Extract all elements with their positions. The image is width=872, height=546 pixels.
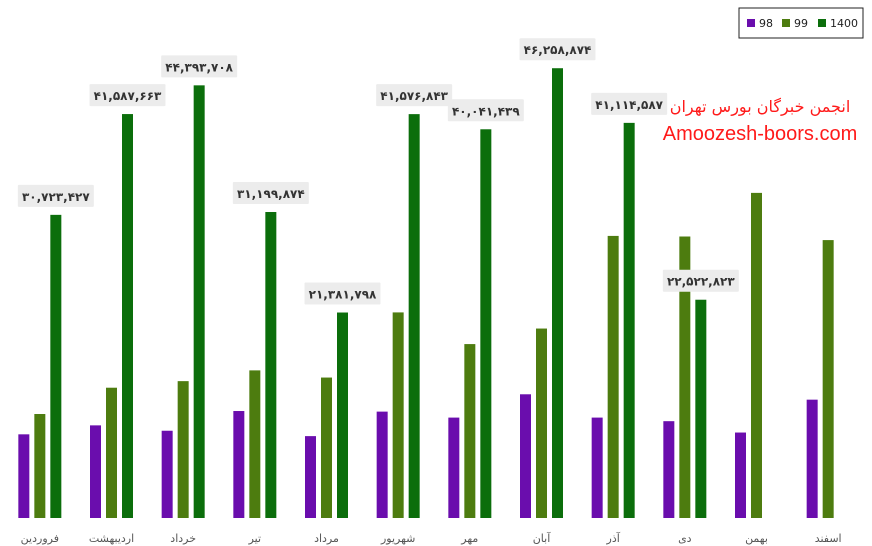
legend-box	[738, 7, 864, 39]
bar-98-11	[735, 432, 746, 518]
legend-swatch	[782, 19, 790, 27]
bar-98-4	[233, 411, 245, 518]
data-label: ۳۰,۷۲۳,۴۲۷	[22, 190, 90, 204]
bar-99-5	[321, 377, 332, 518]
bar-99-12	[822, 240, 834, 518]
data-labels-layer: ۳۰,۷۲۳,۴۲۷ ۴۱,۵۸۷,۶۶۳ ۴۴,۳۹۳,۷۰۸ ۳۱,۱۹۹,۸۷۴…	[17, 38, 739, 305]
data-label-bg	[376, 84, 453, 107]
legend-swatch	[747, 19, 755, 27]
x-tick-label: اردیبهشت	[89, 532, 134, 545]
x-tick-label: آبان	[533, 531, 551, 545]
data-label-bg	[591, 92, 668, 115]
bar-98-9	[591, 417, 603, 518]
data-label-bg	[519, 38, 596, 61]
bar-1400-9	[623, 122, 635, 519]
bar-98-5	[305, 436, 316, 518]
bar-99-8	[536, 328, 547, 518]
bar-1400-1	[50, 214, 62, 518]
x-tick-label: تیر	[248, 532, 261, 545]
data-label-bg	[161, 55, 238, 78]
legend-label: 98	[759, 17, 773, 30]
data-label-bg	[17, 184, 94, 207]
data-label-bg	[662, 269, 739, 292]
data-label-bg	[89, 84, 166, 107]
x-tick-label: آذر	[606, 531, 621, 545]
x-tick-label: مرداد	[314, 532, 339, 545]
bar-1400-10	[695, 299, 707, 518]
bar-99-3	[177, 381, 189, 518]
legend-swatch	[818, 19, 826, 27]
x-axis-tick-labels: فروردین اردیبهشت خرداد تیر مرداد شهریور مهر آبا…	[21, 531, 842, 545]
bar-98-12	[806, 399, 818, 518]
bar-99-2	[106, 387, 117, 518]
data-label: ۲۱,۳۸۱,۷۹۸	[309, 288, 377, 302]
data-label: ۲۲,۵۲۲,۸۲۳	[667, 275, 735, 289]
bar-99-6	[392, 312, 404, 518]
data-label-bg	[232, 182, 309, 205]
bar-98-7	[448, 417, 460, 518]
bar-99-1	[34, 414, 46, 518]
bar-1400-5	[337, 312, 348, 518]
legend: 98 99 1400	[738, 7, 864, 39]
data-label: ۴۱,۱۱۴,۵۸۷	[595, 98, 663, 112]
data-label: ۳۱,۱۹۹,۸۷۴	[237, 187, 305, 201]
data-label: ۴۱,۵۸۷,۶۶۳	[94, 89, 162, 103]
bar-1400-6	[408, 114, 420, 519]
bar-1400-7	[480, 129, 492, 519]
x-tick-label: بهمن	[745, 532, 768, 545]
data-label: ۴۴,۳۹۳,۷۰۸	[165, 60, 233, 74]
x-tick-label: دی	[678, 532, 692, 545]
data-label-bg	[447, 99, 524, 122]
x-tick-label: اسفند	[815, 532, 842, 545]
bar-98-1	[18, 434, 30, 518]
watermark: انجمن خبرگان بورس تهران Amoozesh-boors.c…	[663, 97, 858, 145]
bar-1400-2	[122, 114, 133, 518]
bar-1400-4	[265, 212, 277, 518]
bar-1400-8	[552, 68, 563, 518]
bar-98-8	[520, 394, 531, 518]
bars-layer	[18, 68, 834, 519]
bar-99-7	[464, 344, 476, 518]
data-label-bg	[304, 282, 381, 305]
bar-98-6	[376, 411, 388, 518]
bar-1400-3	[193, 85, 205, 519]
watermark-persian: انجمن خبرگان بورس تهران	[670, 97, 851, 117]
watermark-url: Amoozesh-boors.com	[663, 123, 858, 145]
data-label: ۴۶,۲۵۸,۸۷۴	[524, 43, 592, 57]
legend-items: 98 99 1400	[747, 17, 858, 30]
bar-98-2	[90, 425, 101, 518]
legend-label: 99	[794, 17, 808, 30]
bar-98-10	[663, 421, 675, 518]
x-tick-label: شهریور	[380, 532, 415, 545]
data-label: ۴۱,۵۷۶,۸۴۳	[380, 89, 448, 103]
bar-99-4	[249, 370, 261, 518]
data-label: ۴۰,۰۴۱,۴۳۹	[452, 104, 520, 118]
bar-99-10	[679, 236, 691, 518]
bar-99-9	[607, 235, 619, 518]
bar-99-11	[751, 192, 762, 518]
x-tick-label: خرداد	[170, 532, 196, 545]
x-tick-label: مهر	[460, 532, 478, 545]
x-tick-label: فروردین	[21, 532, 59, 545]
legend-label: 1400	[830, 17, 858, 30]
bar-98-3	[161, 430, 173, 518]
